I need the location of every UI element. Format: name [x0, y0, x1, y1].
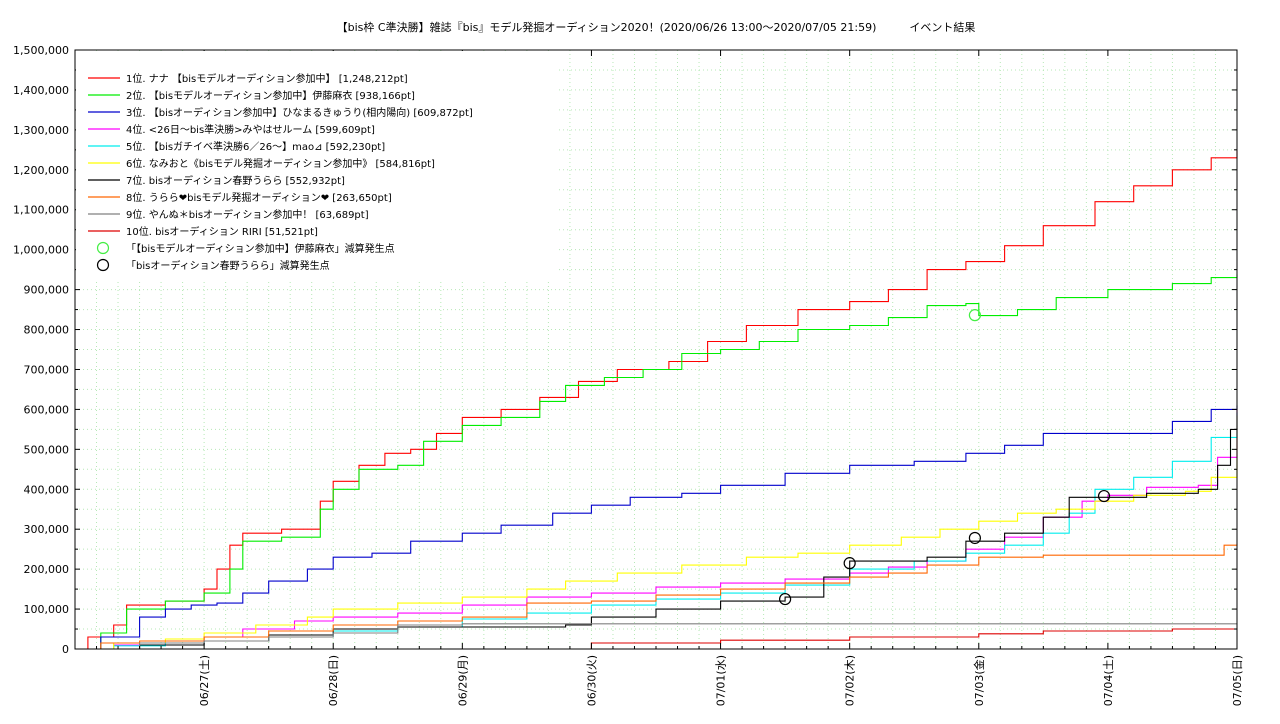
y-tick-label: 0: [62, 643, 69, 656]
legend-label: 6位. なみおと《bisモデル発掘オーディション参加中》 [584,816pt]: [126, 157, 435, 170]
y-tick-label: 1,400,000: [13, 84, 69, 97]
y-tick-label: 700,000: [24, 363, 70, 376]
series-line-9: [75, 623, 1238, 650]
legend-label: 「bisオーディション春野うらら」減算発生点: [126, 259, 330, 272]
y-tick-label: 900,000: [24, 284, 70, 297]
legend-label: 8位. うらら❤bisモデル発掘オーディション❤ [263,650pt]: [126, 191, 392, 204]
x-tick-label: 07/02(木): [844, 655, 857, 706]
legend-background: [76, 51, 556, 279]
legend-marker: [96, 258, 110, 272]
grid: [74, 49, 1238, 650]
x-tick-label: 07/05(日): [1231, 655, 1244, 706]
y-tick-label: 400,000: [24, 483, 70, 496]
series-line-8: [75, 543, 1238, 650]
x-tick-label: 07/01(水): [715, 655, 728, 706]
legend-label: 「【bisモデルオーディション参加中】伊藤麻衣」減算発生点: [126, 242, 395, 255]
y-tick-label: 1,100,000: [13, 204, 69, 217]
x-tick-label: 06/30(火): [585, 655, 598, 706]
penalty-markers: [779, 309, 1111, 606]
x-tick-label: 06/29(月): [456, 655, 469, 706]
x-tick-label: 07/04(土): [1102, 655, 1115, 706]
y-tick-label: 300,000: [24, 523, 70, 536]
axes: 0 100,000 200,000 300,000 400,000 500,000 600,…: [13, 44, 1244, 706]
y-tick-label: 500,000: [24, 443, 70, 456]
penalty-marker-2: [843, 557, 856, 570]
legend-label: 7位. bisオーディション春野うらら [552,932pt]: [126, 174, 345, 187]
series-line-3: [75, 405, 1238, 650]
legend-label: 3位. 【bisオーディション参加中】ひなまるきゅうり(相内陽向) [609,8…: [126, 106, 473, 119]
series-line-10: [526, 628, 1238, 650]
series-line-2: [75, 274, 1238, 650]
x-tick-label: 06/28(日): [327, 655, 340, 706]
legend-label: 10位. bisオーディション RIRI [51,521pt]: [126, 225, 318, 238]
legend-marker: [96, 241, 110, 255]
penalty-marker-2: [968, 531, 982, 545]
y-tick-label: 1,300,000: [13, 124, 69, 137]
series-lines: [75, 150, 1238, 650]
penalty-marker-2: [1097, 489, 1111, 503]
penalty-marker-2: [779, 592, 792, 606]
legend-label: 4位. <26日～bis準決勝>みやはせルーム [599,609pt]: [126, 123, 375, 136]
x-tick-label: 06/27(土): [198, 655, 211, 706]
y-tick-label: 200,000: [24, 563, 70, 576]
y-tick-label: 1,500,000: [13, 44, 69, 57]
y-tick-label: 100,000: [24, 603, 70, 616]
x-tick-label: 07/03(金): [972, 655, 986, 706]
legend-label: 1位. ナナ 【bisモデルオーディション参加中】 [1,248,212pt]: [126, 72, 408, 85]
chart-title: 【bis枠 C準決勝】雑誌『bis』モデル発掘オーディション2020！(2020…: [337, 20, 976, 34]
y-tick-label: 800,000: [24, 324, 70, 337]
series-line-6: [75, 415, 1238, 650]
legend-label: 2位. 【bisモデルオーディション参加中】伊藤麻衣 [938,166pt]: [126, 89, 415, 102]
y-tick-label: 1,200,000: [13, 164, 69, 177]
y-tick-label: 600,000: [24, 403, 70, 416]
y-tick-label: 1,000,000: [13, 244, 69, 257]
legend: 1位. ナナ 【bisモデルオーディション参加中】 [1,248,212pt] 2…: [76, 51, 556, 279]
penalty-marker-1: [968, 309, 982, 322]
legend-label: 9位. やんぬ＊bisオーディション参加中！ [63,689pt]: [126, 208, 369, 221]
legend-label: 5位. 【bisガチイベ準決勝6／26～】mao⊿ [592,230pt]: [126, 140, 385, 153]
